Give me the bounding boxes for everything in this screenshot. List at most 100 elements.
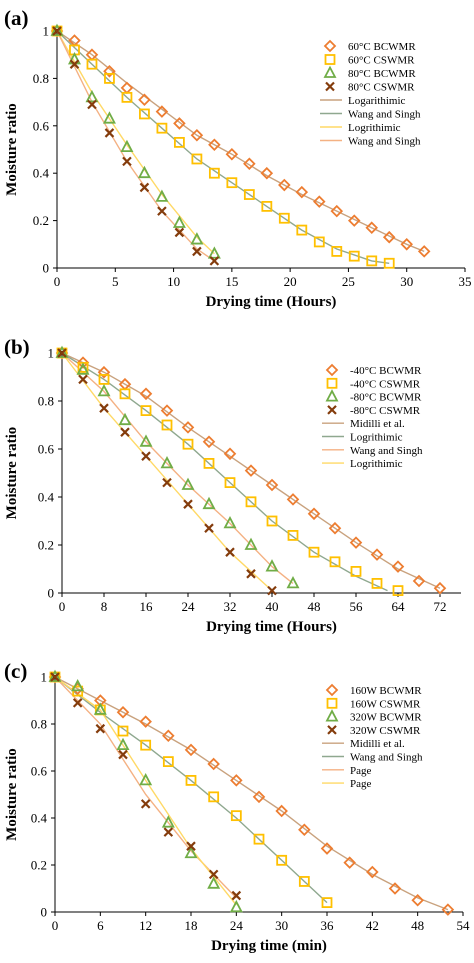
data-point xyxy=(329,556,341,568)
data-series xyxy=(57,348,277,596)
data-point xyxy=(93,702,107,715)
data-point xyxy=(265,559,279,572)
y-tick-label: 1 xyxy=(43,24,50,39)
data-point xyxy=(184,845,198,859)
data-point xyxy=(104,73,115,84)
data-point xyxy=(119,388,131,400)
model-curve xyxy=(54,676,449,911)
legend-swatch-marker xyxy=(325,389,339,402)
legend-swatch-marker xyxy=(323,65,337,78)
data-point xyxy=(441,903,455,916)
data-point xyxy=(120,81,134,95)
legend-label: -80°C CSWMR xyxy=(350,405,421,417)
data-series xyxy=(51,25,395,269)
data-point xyxy=(185,775,197,786)
data-point xyxy=(244,464,258,477)
legend: -40°C BCWMR-40°C CSWMR -80°C BCWMR-80°C C… xyxy=(322,363,423,470)
legend-label: 60°C BCWMR xyxy=(348,41,416,53)
data-point xyxy=(76,356,90,369)
data-point xyxy=(186,841,196,851)
data-point xyxy=(192,246,202,257)
data-point xyxy=(122,156,132,167)
y-tick-label: 0.4 xyxy=(31,811,48,826)
y-tick-label: 0 xyxy=(43,261,50,276)
x-tick-label: 24 xyxy=(230,918,244,933)
data-point xyxy=(286,493,300,506)
data-point xyxy=(231,890,242,901)
data-point xyxy=(139,772,153,786)
data-point xyxy=(225,147,239,161)
data-point xyxy=(260,166,274,180)
x-tick-label: 36 xyxy=(321,918,335,933)
data-point xyxy=(286,575,300,589)
y-tick-label: 0.8 xyxy=(31,717,47,732)
data-point xyxy=(155,189,169,202)
y-tick-label: 1 xyxy=(48,346,55,361)
legend-label: Page xyxy=(350,765,372,777)
y-tick-label: 0.6 xyxy=(31,764,48,779)
x-tick-label: 0 xyxy=(52,918,59,933)
y-tick-label: 0.4 xyxy=(33,166,50,181)
legend-label: Logrithimic xyxy=(350,458,403,470)
legend-swatch-marker xyxy=(327,405,337,415)
x-tick-label: 40 xyxy=(266,599,279,614)
x-tick-label: 15 xyxy=(225,274,238,289)
legend-swatch-marker xyxy=(324,54,336,65)
data-point xyxy=(295,185,309,199)
data-point xyxy=(245,496,257,508)
data-point xyxy=(417,245,431,258)
data-point xyxy=(162,756,174,767)
x-tick-label: 48 xyxy=(308,599,321,614)
x-tick-label: 10 xyxy=(167,274,180,289)
data-point xyxy=(209,256,220,266)
data-point xyxy=(203,457,215,469)
x-tick-label: 30 xyxy=(400,274,413,289)
model-curve xyxy=(56,30,215,262)
data-point xyxy=(391,560,405,573)
legend-swatch-marker xyxy=(325,81,335,92)
data-point xyxy=(161,419,173,431)
y-tick-label: 0.4 xyxy=(38,490,55,505)
data-point xyxy=(137,165,151,179)
data-point xyxy=(172,215,186,228)
data-point xyxy=(371,578,383,589)
x-tick-label: 32 xyxy=(224,599,237,614)
data-point xyxy=(139,108,150,120)
data-point xyxy=(298,823,311,837)
y-tick-label: 0.6 xyxy=(33,118,50,133)
x-tick-label: 30 xyxy=(275,918,288,933)
y-tick-label: 0 xyxy=(41,905,48,920)
data-point xyxy=(138,93,151,107)
y-axis-title: Moisture ratio xyxy=(4,103,20,196)
data-point xyxy=(118,749,128,760)
y-tick-label: 0.6 xyxy=(38,442,55,457)
model-curve xyxy=(54,676,237,906)
data-point xyxy=(120,139,134,153)
legend-label: -40°C BCWMR xyxy=(350,365,422,377)
data-point xyxy=(162,729,175,743)
data-point xyxy=(246,569,256,579)
data-point xyxy=(321,897,333,908)
data-point xyxy=(52,26,62,36)
data-point xyxy=(140,739,152,751)
data-point xyxy=(50,23,64,36)
data-point xyxy=(156,122,168,134)
data-point xyxy=(313,195,326,208)
model-curve xyxy=(61,352,441,589)
data-point xyxy=(155,105,169,118)
data-point xyxy=(87,99,97,110)
data-point xyxy=(72,698,83,708)
data-point xyxy=(208,167,220,179)
data-point xyxy=(104,128,115,138)
data-point xyxy=(85,89,99,103)
legend-swatch-marker xyxy=(325,363,339,377)
data-point xyxy=(349,536,363,549)
data-point xyxy=(50,672,60,682)
data-point xyxy=(139,387,153,401)
legend-swatch-marker xyxy=(326,697,338,709)
data-point xyxy=(95,723,106,734)
data-point xyxy=(208,138,221,152)
x-tick-label: 8 xyxy=(101,599,108,614)
